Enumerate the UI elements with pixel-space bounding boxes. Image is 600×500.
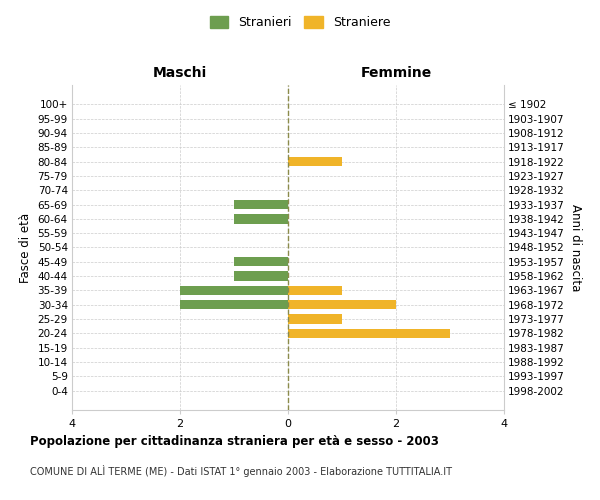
Y-axis label: Fasce di età: Fasce di età xyxy=(19,212,32,282)
Bar xyxy=(288,314,342,324)
Legend: Stranieri, Straniere: Stranieri, Straniere xyxy=(205,11,395,34)
Bar xyxy=(288,286,342,295)
Bar xyxy=(180,286,288,295)
Bar xyxy=(234,272,288,281)
Text: COMUNE DI ALÌ TERME (ME) - Dati ISTAT 1° gennaio 2003 - Elaborazione TUTTITALIA.: COMUNE DI ALÌ TERME (ME) - Dati ISTAT 1°… xyxy=(30,465,452,477)
Bar xyxy=(180,300,288,310)
Bar xyxy=(234,214,288,224)
Text: Femmine: Femmine xyxy=(361,66,431,80)
Y-axis label: Anni di nascita: Anni di nascita xyxy=(569,204,581,291)
Bar xyxy=(234,257,288,266)
Bar xyxy=(234,200,288,209)
Bar xyxy=(288,157,342,166)
Bar xyxy=(288,328,450,338)
Text: Maschi: Maschi xyxy=(153,66,207,80)
Text: Popolazione per cittadinanza straniera per età e sesso - 2003: Popolazione per cittadinanza straniera p… xyxy=(30,435,439,448)
Bar xyxy=(288,300,396,310)
